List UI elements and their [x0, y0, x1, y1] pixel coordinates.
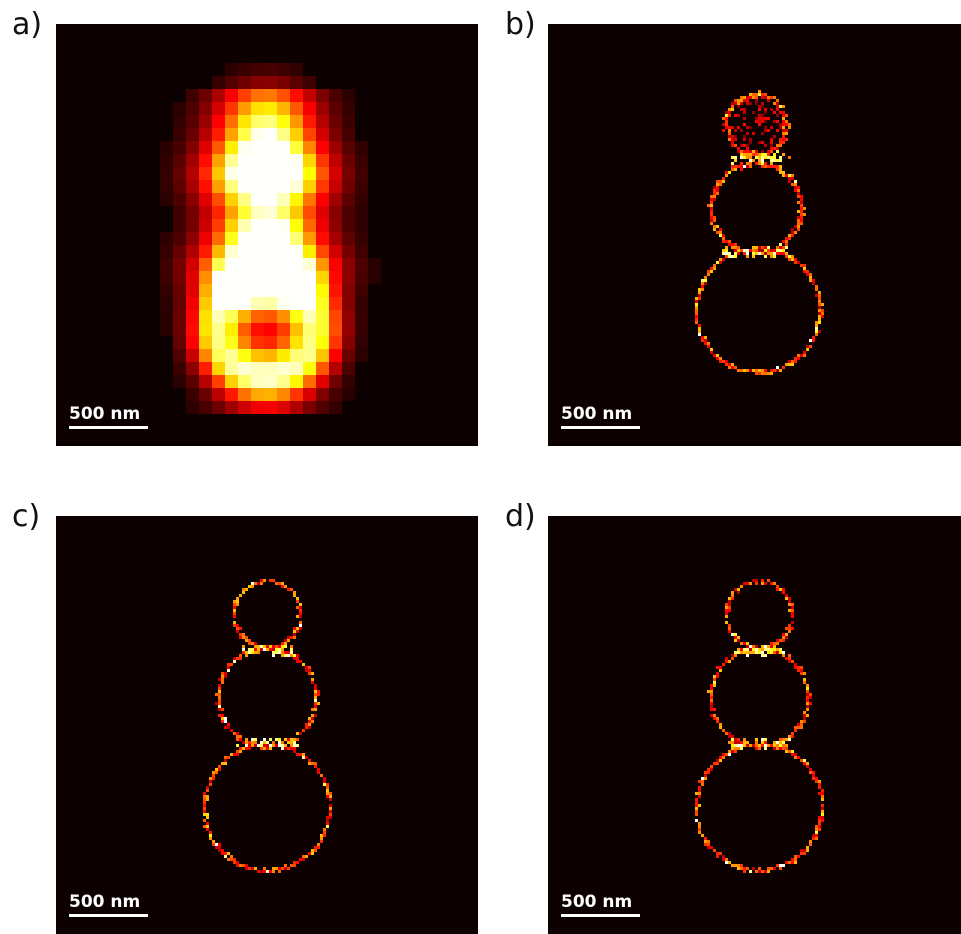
- image-panel-b: 500 nm: [548, 24, 961, 446]
- scale-bar-c: 500 nm: [69, 894, 148, 917]
- image-panel-a: 500 nm: [56, 24, 478, 446]
- ring-reconstruction: [695, 90, 824, 375]
- panel-label-c: c): [12, 499, 41, 534]
- scale-bar-label: 500 nm: [561, 892, 633, 912]
- scale-bar-a: 500 nm: [69, 406, 148, 429]
- blurred-image: [160, 63, 381, 414]
- panel-label-b: b): [505, 7, 536, 42]
- scale-bar-line: [69, 426, 148, 429]
- scale-bar-line: [69, 914, 148, 917]
- panel-label-a: a): [12, 7, 43, 42]
- image-panel-d: 500 nm: [548, 516, 961, 934]
- scale-bar-label: 500 nm: [69, 404, 141, 424]
- scale-bar-line: [561, 914, 640, 917]
- scale-bar-d: 500 nm: [561, 894, 640, 917]
- scale-bar-b: 500 nm: [561, 406, 640, 429]
- ring-reconstruction: [695, 579, 824, 873]
- scale-bar-line: [561, 426, 640, 429]
- ring-reconstruction: [203, 579, 332, 873]
- scale-bar-label: 500 nm: [69, 892, 141, 912]
- image-panel-c: 500 nm: [56, 516, 478, 934]
- panel-label-d: d): [505, 499, 536, 534]
- scale-bar-label: 500 nm: [561, 404, 633, 424]
